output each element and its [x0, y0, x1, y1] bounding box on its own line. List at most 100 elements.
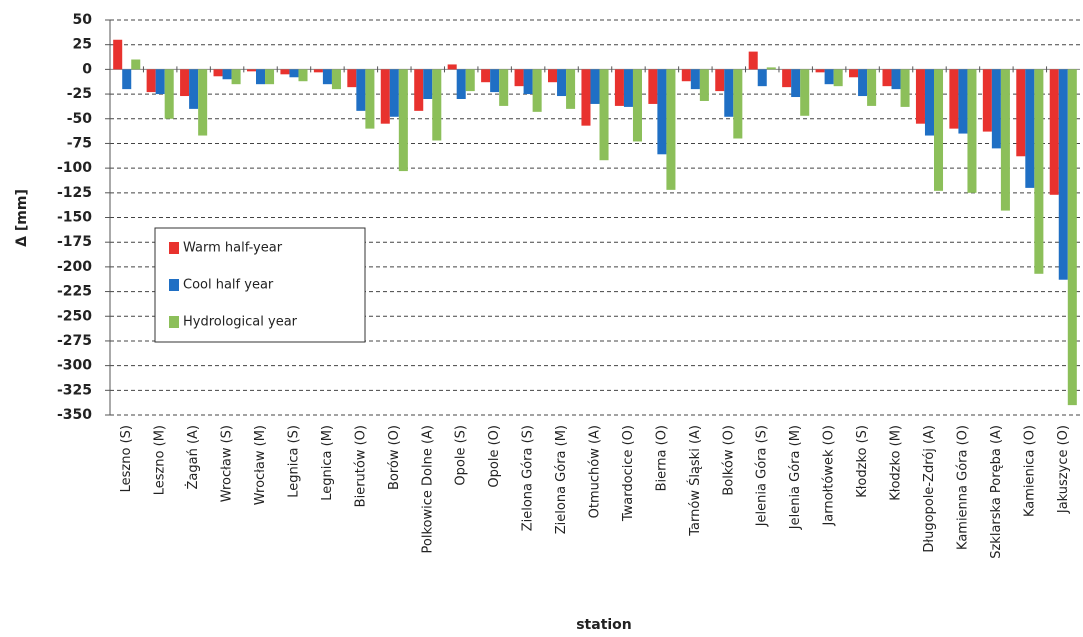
bar — [265, 69, 275, 85]
bar — [356, 69, 366, 111]
bar — [532, 69, 542, 112]
x-axis-label: station — [576, 617, 632, 633]
y-tick-label: -325 — [57, 382, 92, 398]
bar — [858, 69, 868, 97]
bar — [423, 69, 433, 99]
bar — [867, 69, 877, 106]
y-axis-label: Δ [mm] — [14, 189, 30, 247]
bar — [389, 69, 399, 117]
bar — [481, 69, 491, 83]
bar — [523, 69, 533, 95]
bar — [715, 69, 725, 92]
bar — [1000, 69, 1010, 211]
bar — [131, 59, 141, 70]
bar — [900, 69, 910, 107]
bar — [766, 67, 776, 70]
bar — [447, 64, 457, 70]
bar — [322, 69, 332, 85]
bar — [113, 39, 123, 70]
x-tick-label: Kłodzko (S) — [855, 425, 870, 498]
bar — [365, 69, 375, 129]
y-tick-label: -200 — [57, 259, 92, 275]
bar — [1058, 69, 1068, 280]
legend-box — [154, 227, 366, 343]
y-tick-label: -125 — [57, 185, 92, 201]
y-tick-label: -75 — [67, 135, 92, 151]
x-tick-label: Jelenia Góra (S) — [755, 425, 770, 527]
bar — [347, 69, 357, 88]
bar — [1034, 69, 1044, 274]
bar — [724, 69, 734, 117]
bar — [465, 69, 475, 92]
bar — [246, 69, 257, 72]
bar — [849, 69, 859, 78]
bar — [189, 69, 199, 109]
x-tick-label: Leszno (S) — [119, 425, 134, 492]
legend-label: Warm half-year — [183, 241, 283, 256]
x-tick-label: Zielona Góra (S) — [521, 425, 536, 531]
bar — [499, 69, 509, 106]
x-tick-label: Leszno (M) — [153, 425, 168, 495]
bar — [949, 69, 959, 129]
bar — [1016, 69, 1026, 157]
bar — [213, 69, 223, 77]
bar — [432, 69, 442, 141]
x-tick-label: Szklarska Poręba (A) — [989, 425, 1004, 559]
bar — [180, 69, 190, 97]
y-tick-label: -100 — [57, 160, 92, 176]
bar — [733, 69, 743, 139]
bar — [414, 69, 424, 111]
y-tick-label: -25 — [67, 86, 92, 102]
x-tick-label: Wrocław (M) — [253, 425, 268, 505]
bar — [198, 69, 208, 136]
bar — [991, 69, 1001, 149]
bar — [681, 69, 691, 82]
x-tick-label: Żagań (A) — [185, 425, 201, 490]
bar — [313, 69, 323, 73]
bar — [231, 69, 241, 85]
legend-label: Cool half year — [183, 278, 274, 293]
bar — [824, 69, 834, 85]
x-tick-label: Kłodzko (M) — [889, 425, 904, 501]
x-tick-label: Jelenia Góra (M) — [788, 425, 803, 530]
bar — [1025, 69, 1035, 188]
x-tick-label: Legnica (M) — [320, 425, 335, 501]
bar — [915, 69, 925, 124]
y-tick-label: -175 — [57, 234, 92, 250]
bar — [155, 69, 165, 95]
x-tick-label: Otmuchów (A) — [588, 425, 603, 518]
bar — [648, 69, 658, 104]
x-tick-label: Długopole-Zdrój (A) — [922, 425, 937, 553]
bar — [490, 69, 500, 93]
bar — [882, 69, 892, 87]
bar — [557, 69, 567, 97]
legend-swatch — [169, 279, 179, 291]
legend-label: Hydrological year — [183, 315, 298, 330]
bar — [748, 51, 758, 70]
bar — [657, 69, 667, 155]
bar — [791, 69, 801, 98]
bar — [256, 69, 266, 85]
y-tick-label: -150 — [57, 210, 92, 226]
bar — [298, 69, 308, 82]
y-tick-label: -225 — [57, 284, 92, 300]
bar — [623, 69, 633, 107]
y-tick-label: 0 — [82, 61, 92, 77]
bar — [222, 69, 232, 80]
x-tick-label: Jarnołtówek (O) — [822, 425, 837, 527]
x-tick-label: Opole (S) — [454, 425, 469, 486]
x-tick-label: Bierutów (O) — [353, 425, 368, 507]
x-tick-label: Zielona Góra (M) — [554, 425, 569, 534]
bar — [398, 69, 408, 172]
y-tick-label: -350 — [57, 407, 92, 423]
bar — [548, 69, 558, 83]
bar — [456, 69, 466, 99]
bar — [699, 69, 709, 101]
bar — [590, 69, 600, 104]
x-tick-label: Kamienica (O) — [1022, 425, 1037, 517]
x-tick-label: Wrocław (S) — [220, 425, 235, 502]
bar — [599, 69, 609, 161]
bar — [891, 69, 901, 90]
y-tick-label: 25 — [73, 37, 92, 53]
